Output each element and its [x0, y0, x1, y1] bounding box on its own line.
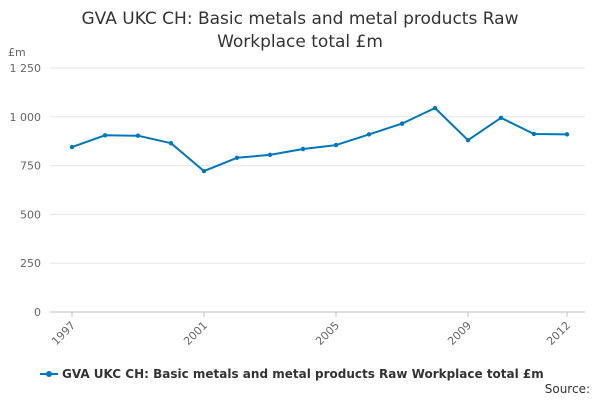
- data-point[interactable]: [399, 121, 405, 126]
- data-point[interactable]: [498, 115, 504, 120]
- data-point[interactable]: [366, 132, 372, 137]
- y-tick-label: 1 250: [10, 62, 42, 75]
- x-tick-label: 2001: [181, 319, 210, 348]
- legend[interactable]: GVA UKC CH: Basic metals and metal produ…: [40, 365, 544, 383]
- y-axis-label: £m: [8, 46, 26, 59]
- data-point[interactable]: [267, 152, 273, 158]
- data-point[interactable]: [102, 133, 108, 138]
- y-tick-label: 0: [34, 306, 41, 319]
- data-point[interactable]: [135, 133, 141, 138]
- data-point[interactable]: [465, 138, 471, 143]
- series-layer: [69, 105, 570, 174]
- y-tick-label: 250: [20, 257, 41, 270]
- y-tick-label: 1 000: [10, 111, 42, 124]
- x-axis: 1997 2001 2005 2009 2012: [49, 312, 573, 348]
- data-point[interactable]: [432, 105, 438, 111]
- source-label: Source:: [544, 382, 590, 396]
- data-point[interactable]: [168, 140, 174, 146]
- grid-lines: [50, 67, 585, 313]
- y-axis-ticks: 0 250 500 750 1 000 1 250: [10, 62, 42, 319]
- data-point[interactable]: [564, 132, 570, 137]
- y-tick-label: 750: [20, 160, 41, 173]
- data-point[interactable]: [300, 146, 306, 152]
- legend-label: GVA UKC CH: Basic metals and metal produ…: [62, 367, 544, 381]
- data-point[interactable]: [201, 168, 207, 174]
- x-tick-label: 2009: [445, 319, 474, 348]
- data-point[interactable]: [234, 155, 240, 160]
- data-point[interactable]: [69, 144, 75, 150]
- data-point[interactable]: [531, 131, 537, 137]
- y-tick-label: 500: [20, 208, 41, 221]
- x-tick-label: 1997: [49, 319, 78, 348]
- x-tick-label: 2012: [544, 319, 573, 348]
- data-point[interactable]: [333, 142, 339, 148]
- series-line: [71, 107, 568, 173]
- legend-line-marker-icon: [40, 369, 58, 379]
- x-tick-label: 2005: [313, 319, 342, 348]
- chart-title: GVA UKC CH: Basic metals and metal produ…: [81, 9, 519, 52]
